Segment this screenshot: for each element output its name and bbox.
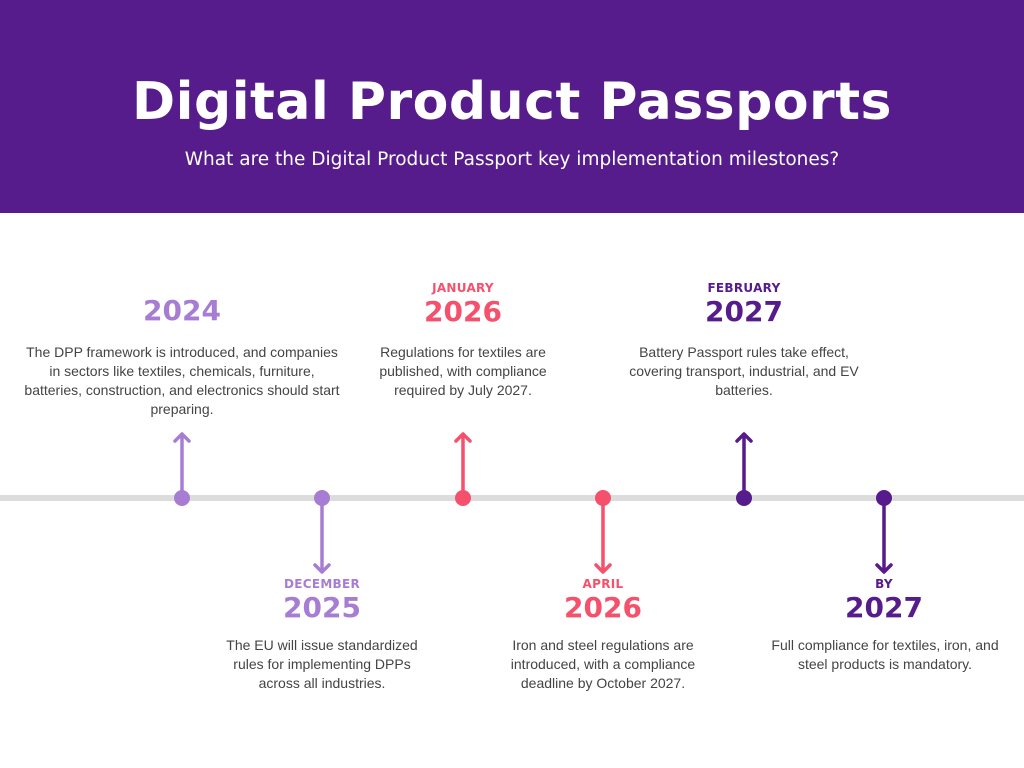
milestone-description: Regulations for textiles are published, … bbox=[379, 344, 547, 398]
milestone-year: 2027 bbox=[845, 591, 923, 624]
milestone-label: BY 2027 bbox=[784, 577, 984, 625]
milestone-year: 2025 bbox=[283, 591, 361, 624]
milestone-dot bbox=[736, 490, 752, 506]
page-subtitle: What are the Digital Product Passport ke… bbox=[184, 149, 840, 170]
milestone-description: The EU will issue standardized rules for… bbox=[226, 637, 418, 691]
milestone-description: Full compliance for textiles, iron, and … bbox=[771, 637, 999, 672]
milestone-month: JANUARY bbox=[432, 281, 494, 295]
arrow-down-icon bbox=[313, 498, 331, 574]
milestone-year: 2024 bbox=[143, 294, 221, 327]
milestone-month: FEBRUARY bbox=[707, 281, 781, 295]
milestone-description: Battery Passport rules take effect, cove… bbox=[629, 344, 859, 398]
milestone-label: 2024 bbox=[82, 294, 282, 328]
milestone-description: Iron and steel regulations are introduce… bbox=[510, 637, 696, 691]
arrow-up-icon bbox=[735, 432, 753, 498]
milestone-month: DECEMBER bbox=[283, 577, 361, 591]
milestone-year: 2027 bbox=[705, 295, 783, 328]
header-banner: Digital Product Passports What are the D… bbox=[0, 0, 1024, 213]
arrow-down-icon bbox=[594, 498, 612, 574]
timeline-line bbox=[0, 495, 1024, 501]
milestone-month: BY bbox=[875, 577, 893, 591]
milestone-year: 2026 bbox=[424, 295, 502, 328]
milestone-label: APRIL 2026 bbox=[503, 577, 703, 625]
milestone-label: FEBRUARY 2027 bbox=[644, 281, 844, 329]
milestone-dot bbox=[455, 490, 471, 506]
milestone-label: JANUARY 2026 bbox=[363, 281, 563, 329]
milestone-month: APRIL bbox=[582, 577, 624, 591]
arrow-up-icon bbox=[173, 432, 191, 498]
milestone-label: DECEMBER 2025 bbox=[222, 577, 422, 625]
arrow-up-icon bbox=[454, 432, 472, 498]
milestone-year: 2026 bbox=[564, 591, 642, 624]
arrow-down-icon bbox=[875, 498, 893, 574]
milestone-description: The DPP framework is introduced, and com… bbox=[24, 344, 340, 417]
page-title: Digital Product Passports bbox=[131, 72, 893, 132]
milestone-dot bbox=[174, 490, 190, 506]
